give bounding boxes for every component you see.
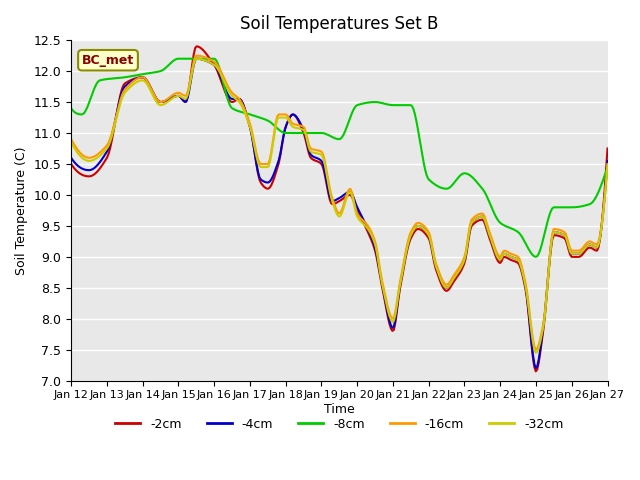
-4cm (193, 56, 200, 61)
-32cm (604, 162, 611, 168)
-2cm (604, 145, 611, 151)
-4cm (303, 141, 311, 146)
-16cm (577, 247, 584, 253)
-8cm (175, 56, 182, 61)
-4cm (577, 250, 584, 256)
-16cm (532, 347, 540, 353)
-8cm (532, 254, 540, 260)
-32cm (255, 163, 263, 169)
-16cm (133, 76, 141, 82)
Line: -4cm: -4cm (71, 59, 607, 368)
-4cm (133, 75, 141, 81)
-32cm (246, 125, 254, 131)
-2cm (67, 161, 75, 167)
-32cm (303, 138, 311, 144)
-8cm (67, 105, 75, 111)
-2cm (193, 43, 200, 49)
Line: -16cm: -16cm (71, 56, 607, 350)
-32cm (228, 94, 236, 99)
-32cm (532, 350, 540, 356)
-32cm (133, 79, 141, 85)
-32cm (577, 250, 584, 256)
-8cm (246, 112, 254, 118)
-16cm (193, 53, 200, 59)
-16cm (303, 135, 311, 141)
-4cm (532, 365, 540, 371)
-8cm (604, 164, 611, 170)
-32cm (67, 139, 75, 145)
-8cm (577, 204, 584, 209)
X-axis label: Time: Time (324, 403, 355, 416)
-4cm (228, 96, 236, 102)
Y-axis label: Soil Temperature (C): Soil Temperature (C) (15, 146, 28, 275)
-2cm (133, 75, 141, 81)
-4cm (67, 155, 75, 161)
-2cm (246, 126, 254, 132)
-16cm (67, 136, 75, 142)
-2cm (228, 99, 236, 105)
-16cm (255, 160, 263, 166)
Legend: -2cm, -4cm, -8cm, -16cm, -32cm: -2cm, -4cm, -8cm, -16cm, -32cm (110, 413, 568, 436)
-16cm (604, 161, 611, 167)
-4cm (604, 158, 611, 164)
-8cm (228, 106, 236, 111)
-2cm (532, 369, 540, 374)
-8cm (133, 72, 141, 78)
Line: -32cm: -32cm (71, 59, 607, 353)
Line: -2cm: -2cm (71, 46, 607, 372)
-4cm (246, 126, 254, 132)
-4cm (255, 174, 263, 180)
-8cm (303, 130, 311, 136)
-16cm (228, 90, 236, 96)
-16cm (246, 122, 254, 128)
-8cm (255, 115, 263, 120)
-2cm (577, 253, 584, 259)
Line: -8cm: -8cm (71, 59, 607, 257)
-2cm (255, 177, 263, 182)
Title: Soil Temperatures Set B: Soil Temperatures Set B (240, 15, 438, 33)
-2cm (303, 144, 311, 150)
-32cm (193, 56, 200, 61)
Text: BC_met: BC_met (82, 54, 134, 67)
